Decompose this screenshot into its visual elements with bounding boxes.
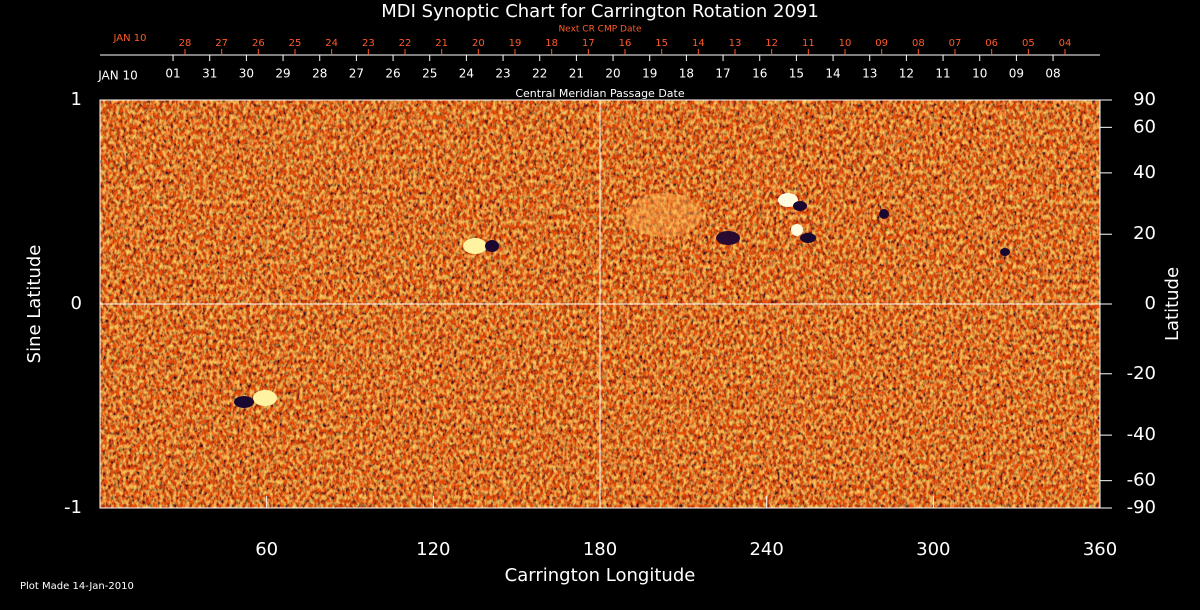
next-date-tick-label: 15: [655, 38, 668, 49]
plage: [626, 193, 702, 237]
y2-axis-label: Latitude: [1162, 267, 1183, 341]
date-tick-label: 14: [825, 67, 840, 81]
next-date-tick-label: 08: [912, 38, 925, 49]
date-tick-label: 30: [239, 67, 254, 81]
date-tick-label: 13: [862, 67, 877, 81]
next-date-tick-label: 09: [875, 38, 888, 49]
top-axis-start: JAN 10: [97, 69, 138, 83]
next-date-tick-label: 16: [619, 38, 632, 49]
next-date-tick-label: 12: [765, 38, 778, 49]
date-tick-label: 20: [605, 67, 620, 81]
active-region: [485, 240, 499, 252]
x-axis-label: Carrington Longitude: [505, 565, 696, 586]
date-tick-label: 21: [569, 67, 584, 81]
active-region: [1000, 248, 1010, 256]
next-axis-start: JAN 10: [113, 33, 147, 44]
y-axis-label: Sine Latitude: [24, 245, 45, 364]
next-date-tick-label: 06: [985, 38, 998, 49]
active-region: [791, 224, 803, 236]
date-tick-label: 11: [935, 67, 950, 81]
x-tick-label: 180: [583, 539, 617, 560]
next-date-tick-label: 20: [472, 38, 485, 49]
y2-tick-label: 40: [1133, 162, 1156, 183]
date-tick-label: 25: [422, 67, 437, 81]
next-date-tick-label: 28: [179, 38, 192, 49]
date-tick-label: 31: [202, 67, 217, 81]
y2-tick-label: -90: [1127, 497, 1156, 518]
y2-tick-label: -40: [1127, 424, 1156, 445]
date-tick-label: 19: [642, 67, 657, 81]
next-date-tick-label: 14: [692, 38, 705, 49]
active-region: [800, 233, 816, 243]
chart-title: MDI Synoptic Chart for Carrington Rotati…: [381, 1, 819, 22]
date-tick-label: 01: [165, 67, 180, 81]
next-date-tick-label: 23: [362, 38, 375, 49]
x-tick-label: 120: [416, 539, 450, 560]
y-tick-label: -1: [64, 497, 82, 518]
next-date-tick-label: 13: [729, 38, 742, 49]
date-tick-label: 22: [532, 67, 547, 81]
next-date-tick-label: 21: [435, 38, 448, 49]
date-tick-label: 10: [972, 67, 987, 81]
date-tick-label: 17: [715, 67, 730, 81]
date-tick-label: 16: [752, 67, 767, 81]
x-tick-label: 360: [1083, 539, 1117, 560]
x-tick-label: 60: [255, 539, 278, 560]
y-tick-label: 1: [71, 89, 82, 110]
y-tick-label: 0: [71, 293, 82, 314]
next-date-tick-label: 10: [839, 38, 852, 49]
next-axis-label: Next CR CMP Date: [558, 25, 642, 35]
active-region: [793, 201, 807, 211]
date-tick-label: 08: [1045, 67, 1060, 81]
footer: Plot Made 14-Jan-2010: [20, 581, 134, 592]
date-tick-label: 24: [459, 67, 474, 81]
date-tick-label: 26: [385, 67, 400, 81]
next-date-tick-label: 07: [949, 38, 962, 49]
y2-tick-label: 90: [1133, 89, 1156, 110]
date-tick-label: 23: [495, 67, 510, 81]
y2-tick-label: 0: [1145, 293, 1156, 314]
next-date-tick-label: 24: [325, 38, 338, 49]
date-tick-label: 28: [312, 67, 327, 81]
date-tick-label: 29: [275, 67, 290, 81]
next-date-tick-label: 05: [1022, 38, 1035, 49]
next-date-tick-label: 27: [215, 38, 228, 49]
date-tick-label: 15: [789, 67, 804, 81]
next-date-tick-label: 19: [509, 38, 522, 49]
y2-tick-label: 20: [1133, 223, 1156, 244]
y2-tick-label: 60: [1133, 116, 1156, 137]
next-date-tick-label: 04: [1059, 38, 1072, 49]
next-date-tick-label: 22: [399, 38, 412, 49]
active-region: [234, 396, 254, 408]
active-region: [463, 238, 487, 254]
top-axis-label: Central Meridian Passage Date: [515, 87, 684, 100]
x-tick-label: 300: [916, 539, 950, 560]
next-date-tick-label: 11: [802, 38, 815, 49]
date-tick-label: 12: [899, 67, 914, 81]
next-date-tick-label: 26: [252, 38, 265, 49]
active-region: [778, 193, 798, 207]
date-tick-label: 09: [1009, 67, 1024, 81]
y2-tick-label: -60: [1127, 470, 1156, 491]
active-region: [253, 390, 277, 406]
y2-tick-label: -20: [1127, 363, 1156, 384]
x-tick-label: 240: [749, 539, 783, 560]
next-date-tick-label: 25: [289, 38, 302, 49]
date-tick-label: 18: [679, 67, 694, 81]
next-date-tick-label: 17: [582, 38, 595, 49]
date-tick-label: 27: [349, 67, 364, 81]
active-region: [716, 231, 740, 245]
next-date-tick-label: 18: [545, 38, 558, 49]
active-region: [879, 209, 889, 219]
